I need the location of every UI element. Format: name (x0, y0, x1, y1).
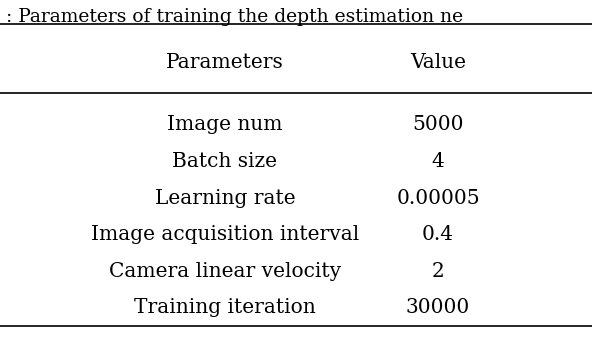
Text: Training iteration: Training iteration (134, 298, 316, 317)
Text: Batch size: Batch size (172, 152, 278, 171)
Text: Parameters: Parameters (166, 53, 284, 72)
Text: Learning rate: Learning rate (155, 189, 295, 208)
Text: Image num: Image num (167, 115, 283, 134)
Text: 4: 4 (432, 152, 445, 171)
Text: 0.00005: 0.00005 (396, 189, 480, 208)
Text: : Parameters of training the depth estimation ne: : Parameters of training the depth estim… (6, 8, 463, 26)
Text: Camera linear velocity: Camera linear velocity (109, 262, 341, 281)
Text: 5000: 5000 (413, 115, 464, 134)
Text: 2: 2 (432, 262, 445, 281)
Text: Image acquisition interval: Image acquisition interval (91, 225, 359, 244)
Text: Value: Value (410, 53, 466, 72)
Text: 30000: 30000 (406, 298, 470, 317)
Text: 0.4: 0.4 (422, 225, 454, 244)
